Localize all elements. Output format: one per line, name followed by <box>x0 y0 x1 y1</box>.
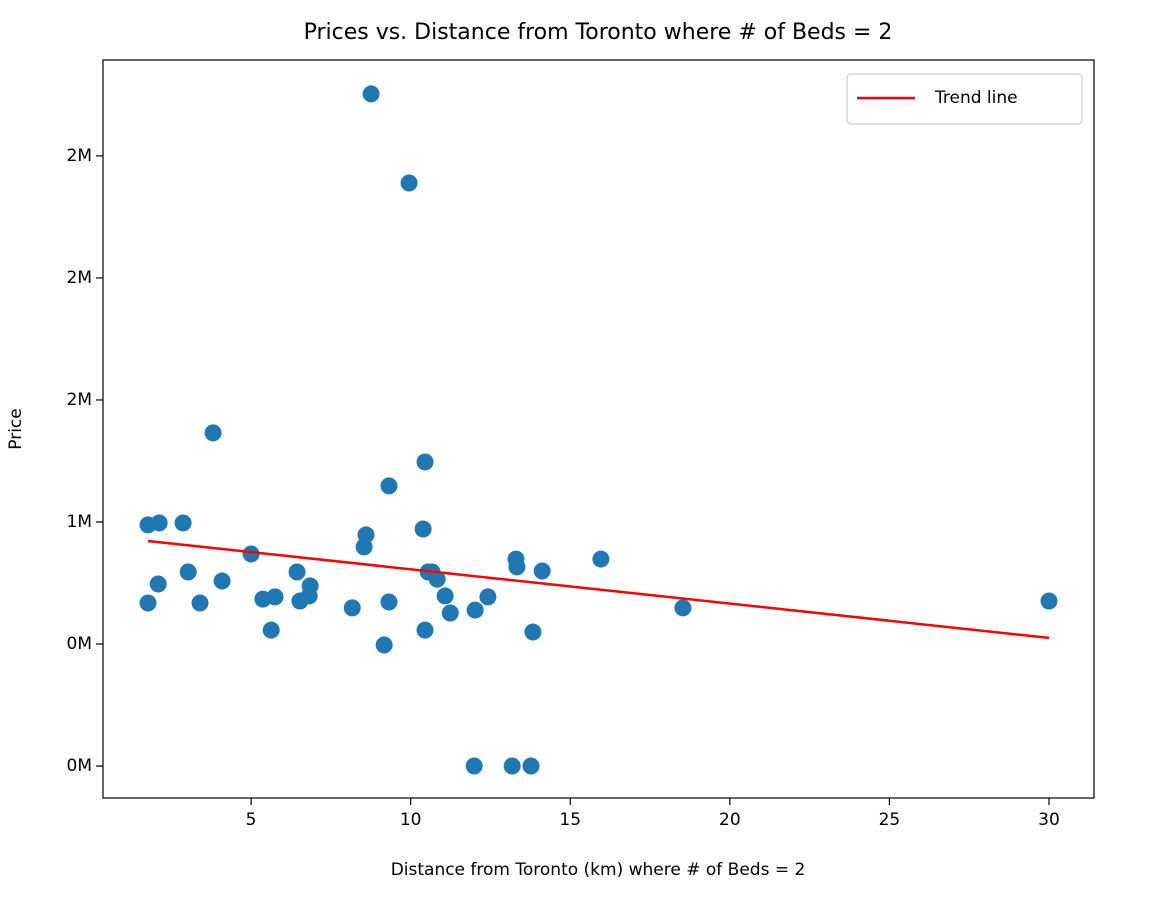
point <box>533 562 551 580</box>
point <box>150 514 168 532</box>
point <box>524 623 542 641</box>
y-tick-label: 2M <box>67 390 92 410</box>
point <box>1040 592 1058 610</box>
point <box>380 477 398 495</box>
x-axis-label: Distance from Toronto (km) where # of Be… <box>391 860 806 880</box>
y-tick-label: 2M <box>67 146 92 166</box>
x-tick-label: 10 <box>400 810 422 830</box>
point <box>179 563 197 581</box>
point <box>355 538 373 556</box>
point <box>414 520 432 538</box>
point <box>375 636 393 654</box>
point <box>191 594 209 612</box>
y-tick-label: 1M <box>67 512 92 532</box>
x-tick-label: 20 <box>719 810 741 830</box>
point <box>288 563 306 581</box>
plot-frame <box>102 59 1095 799</box>
x-tick-label: 5 <box>246 810 257 830</box>
point <box>508 558 526 576</box>
point <box>149 575 167 593</box>
point <box>466 601 484 619</box>
point <box>436 587 454 605</box>
x-tick-label: 15 <box>559 810 581 830</box>
chart-title: Prices vs. Distance from Toronto where #… <box>304 20 893 45</box>
point <box>416 453 434 471</box>
trend-line <box>147 539 1050 640</box>
point <box>362 85 380 103</box>
point <box>242 545 260 563</box>
point <box>465 757 483 775</box>
point <box>254 590 272 608</box>
point <box>674 599 692 617</box>
point <box>204 424 222 442</box>
point <box>343 599 361 617</box>
point <box>213 572 231 590</box>
y-axis-label: Price <box>6 408 26 449</box>
point <box>291 592 309 610</box>
point <box>441 604 459 622</box>
point <box>503 757 521 775</box>
point <box>139 594 157 612</box>
point <box>380 593 398 611</box>
point <box>262 621 280 639</box>
point <box>479 588 497 606</box>
point <box>400 174 418 192</box>
y-tick-label: 0M <box>67 756 92 776</box>
x-tick-label: 30 <box>1038 810 1060 830</box>
point <box>428 570 446 588</box>
point <box>416 621 434 639</box>
y-tick-label: 2M <box>67 268 92 288</box>
y-tick-label: 0M <box>67 634 92 654</box>
point <box>592 550 610 568</box>
point <box>522 757 540 775</box>
legend-label: Trend line <box>934 88 1018 108</box>
x-tick-label: 25 <box>879 810 901 830</box>
legend-box <box>846 73 1083 125</box>
point <box>174 514 192 532</box>
